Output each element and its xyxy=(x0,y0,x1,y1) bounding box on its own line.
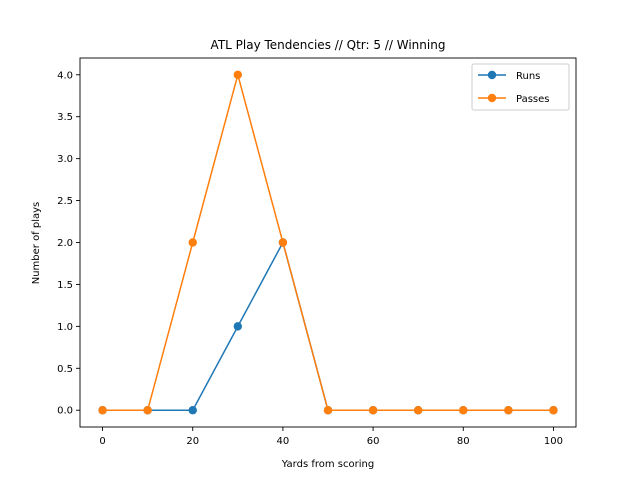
plot-area: 0 20 40 60 80 100 0.0 0.5 1.0 1.5 2.0 2.5 3.0 3.5 4.0 xyxy=(57,57,577,447)
x-axis-label: Yards from scoring xyxy=(281,459,374,470)
y-axis-label: Number of plays xyxy=(31,202,42,285)
data-point-runs xyxy=(233,322,243,331)
y-tick-label: 4.0 xyxy=(57,70,73,81)
data-point-passes xyxy=(459,406,468,415)
data-point-passes xyxy=(413,406,423,415)
y-tick-label: 0.5 xyxy=(57,364,73,375)
data-point-passes xyxy=(504,406,513,415)
data-point-passes xyxy=(368,406,378,415)
y-tick-label: 3.5 xyxy=(57,112,73,123)
data-point-passes xyxy=(143,406,152,415)
y-tick-label: 1.0 xyxy=(57,322,73,333)
x-tick-label: 20 xyxy=(186,436,199,447)
x-tick-label: 40 xyxy=(277,436,290,447)
y-tick-label: 3.0 xyxy=(57,154,73,165)
data-point-passes xyxy=(278,238,288,247)
legend: Runs Passes xyxy=(471,63,570,111)
legend-marker-passes xyxy=(487,93,497,103)
y-tick-label: 2.0 xyxy=(57,238,73,249)
legend-label-runs: Runs xyxy=(516,71,540,82)
data-point-passes xyxy=(98,406,107,415)
x-tick-label: 0 xyxy=(99,436,105,447)
y-tick-label: 2.5 xyxy=(57,196,73,207)
chart-title: ATL Play Tendencies // Qtr: 5 // Winning xyxy=(211,38,446,52)
data-point-passes xyxy=(323,406,333,415)
x-tick-label: 60 xyxy=(367,436,380,447)
y-tick-label: 0.0 xyxy=(57,406,73,417)
data-point-passes xyxy=(549,406,558,415)
y-tick-label: 1.5 xyxy=(57,280,73,291)
x-tick-label: 100 xyxy=(544,436,563,447)
data-point-passes xyxy=(188,238,197,247)
legend-marker-runs xyxy=(487,70,497,80)
legend-label-passes: Passes xyxy=(516,94,550,105)
data-point-runs xyxy=(188,406,197,415)
data-point-passes xyxy=(233,70,243,79)
x-tick-label: 80 xyxy=(457,436,470,447)
